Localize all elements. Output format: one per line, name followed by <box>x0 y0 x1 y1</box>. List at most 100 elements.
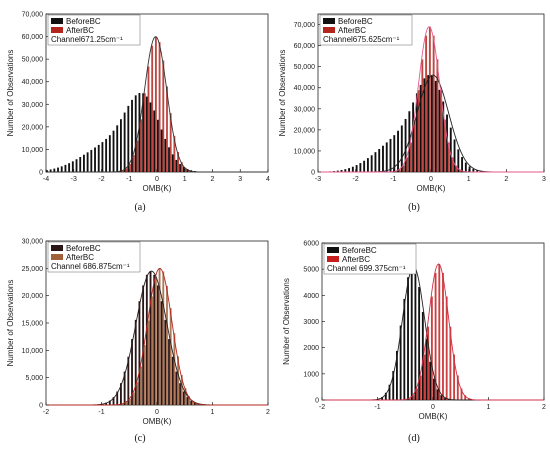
legend-swatch <box>323 18 335 24</box>
histogram-bar <box>46 170 48 172</box>
legend-entry: AfterBC <box>66 253 94 262</box>
x-axis-label: OMB(K) <box>143 184 172 193</box>
x-tick-label: 2 <box>211 176 215 183</box>
legend-entry: BeforeBC <box>66 17 101 26</box>
x-tick-label: -4 <box>43 176 49 183</box>
histogram-bar <box>120 119 122 172</box>
histogram-bar <box>184 167 187 172</box>
histogram-bar <box>449 326 452 400</box>
histogram-bar <box>149 102 152 172</box>
histogram-bar <box>175 371 178 405</box>
legend-swatch <box>51 245 63 251</box>
fit-curve-afterbc <box>46 36 268 173</box>
histogram-bar <box>112 397 115 405</box>
histogram-bar <box>438 263 441 400</box>
histogram-bar <box>384 392 387 400</box>
histogram-bar <box>177 152 180 172</box>
histogram-bar <box>440 90 443 172</box>
histogram-bar <box>374 152 377 172</box>
histogram-bar <box>412 102 415 172</box>
histogram-bar <box>429 361 432 400</box>
histogram-bar <box>180 162 183 172</box>
histogram-bar <box>186 168 189 172</box>
legend-entry: BeforeBC <box>338 17 373 26</box>
histogram-bar <box>366 158 369 172</box>
histogram-bar <box>407 277 409 400</box>
histogram-bar <box>57 167 59 172</box>
y-tick-label: 10,000 <box>22 147 44 154</box>
histogram-bar <box>378 148 381 172</box>
x-tick-label: -3 <box>315 176 321 183</box>
y-tick-label: 1000 <box>303 371 319 378</box>
histogram-bar <box>186 397 189 405</box>
histogram-bar <box>180 374 183 405</box>
chart-panel-a: -4 -3 -2 -1 0 1 2 3 4 0 10,000 20,000 30,000 40,000 50… <box>6 12 270 194</box>
histogram-bar <box>464 395 467 400</box>
legend-box <box>323 243 417 275</box>
histogram-bar <box>136 382 139 405</box>
histogram-bar <box>157 285 159 405</box>
legend-swatch <box>51 27 63 33</box>
histogram-bar <box>445 296 448 400</box>
histogram-bar <box>123 371 126 405</box>
histogram-bar <box>97 144 100 172</box>
y-tick-label: 50,000 <box>294 64 316 71</box>
histogram-bar <box>381 396 384 400</box>
histogram-bar <box>403 298 406 400</box>
y-tick-label: 15,000 <box>22 321 44 328</box>
histogram-bar <box>151 296 154 405</box>
series-bars-beforebc <box>46 93 196 172</box>
histogram-bar <box>430 296 433 400</box>
histogram-bar <box>416 388 419 400</box>
y-tick-label: 10,000 <box>294 148 316 155</box>
x-axis-label: OMB(K) <box>417 184 446 193</box>
histogram-bar <box>459 169 461 172</box>
y-tick-label: 60,000 <box>22 34 44 41</box>
histogram-bar <box>179 164 182 172</box>
histogram-bar <box>173 333 176 405</box>
panel-caption: (a) <box>134 202 145 213</box>
histogram-bar <box>421 59 424 173</box>
histogram-bar <box>64 164 67 172</box>
y-tick-label: 0 <box>39 403 43 410</box>
histogram-bar <box>127 105 130 172</box>
histogram-bar <box>418 287 421 400</box>
histogram-bar <box>444 398 446 400</box>
histogram-bar <box>164 319 167 405</box>
histogram-bar <box>134 319 137 405</box>
legend-entry: AfterBC <box>338 26 366 35</box>
histogram-bar <box>434 80 437 172</box>
y-axis-label: Number of Observations <box>278 50 287 137</box>
y-axis-label: Number of Observations <box>282 278 291 365</box>
histogram-bar <box>164 138 167 172</box>
histogram-bar <box>433 378 435 400</box>
histogram-bar <box>410 142 412 172</box>
histogram-bar <box>392 371 395 400</box>
histogram-bar <box>436 389 439 400</box>
histogram-bar <box>108 135 111 172</box>
histogram-bar <box>166 86 168 172</box>
histogram-bar <box>472 168 475 172</box>
histogram-bar <box>400 125 403 172</box>
histogram-bar <box>393 135 396 172</box>
histogram-bar <box>425 338 428 400</box>
y-tick-label: 30,000 <box>22 239 44 246</box>
histogram-bar <box>442 101 445 172</box>
histogram-bar <box>68 163 71 172</box>
histogram-bar <box>419 375 422 400</box>
y-tick-label: 40,000 <box>22 79 44 86</box>
legend-entry: BeforeBC <box>342 246 377 255</box>
histogram-bar <box>94 147 96 172</box>
histogram-bar <box>182 166 185 172</box>
histogram-bar <box>143 345 146 405</box>
y-tick-label: 20,000 <box>294 127 316 134</box>
histogram-bar <box>75 159 78 172</box>
histogram-bar <box>151 45 154 172</box>
x-tick-label: 0 <box>155 409 159 416</box>
histogram-bar <box>385 142 388 172</box>
